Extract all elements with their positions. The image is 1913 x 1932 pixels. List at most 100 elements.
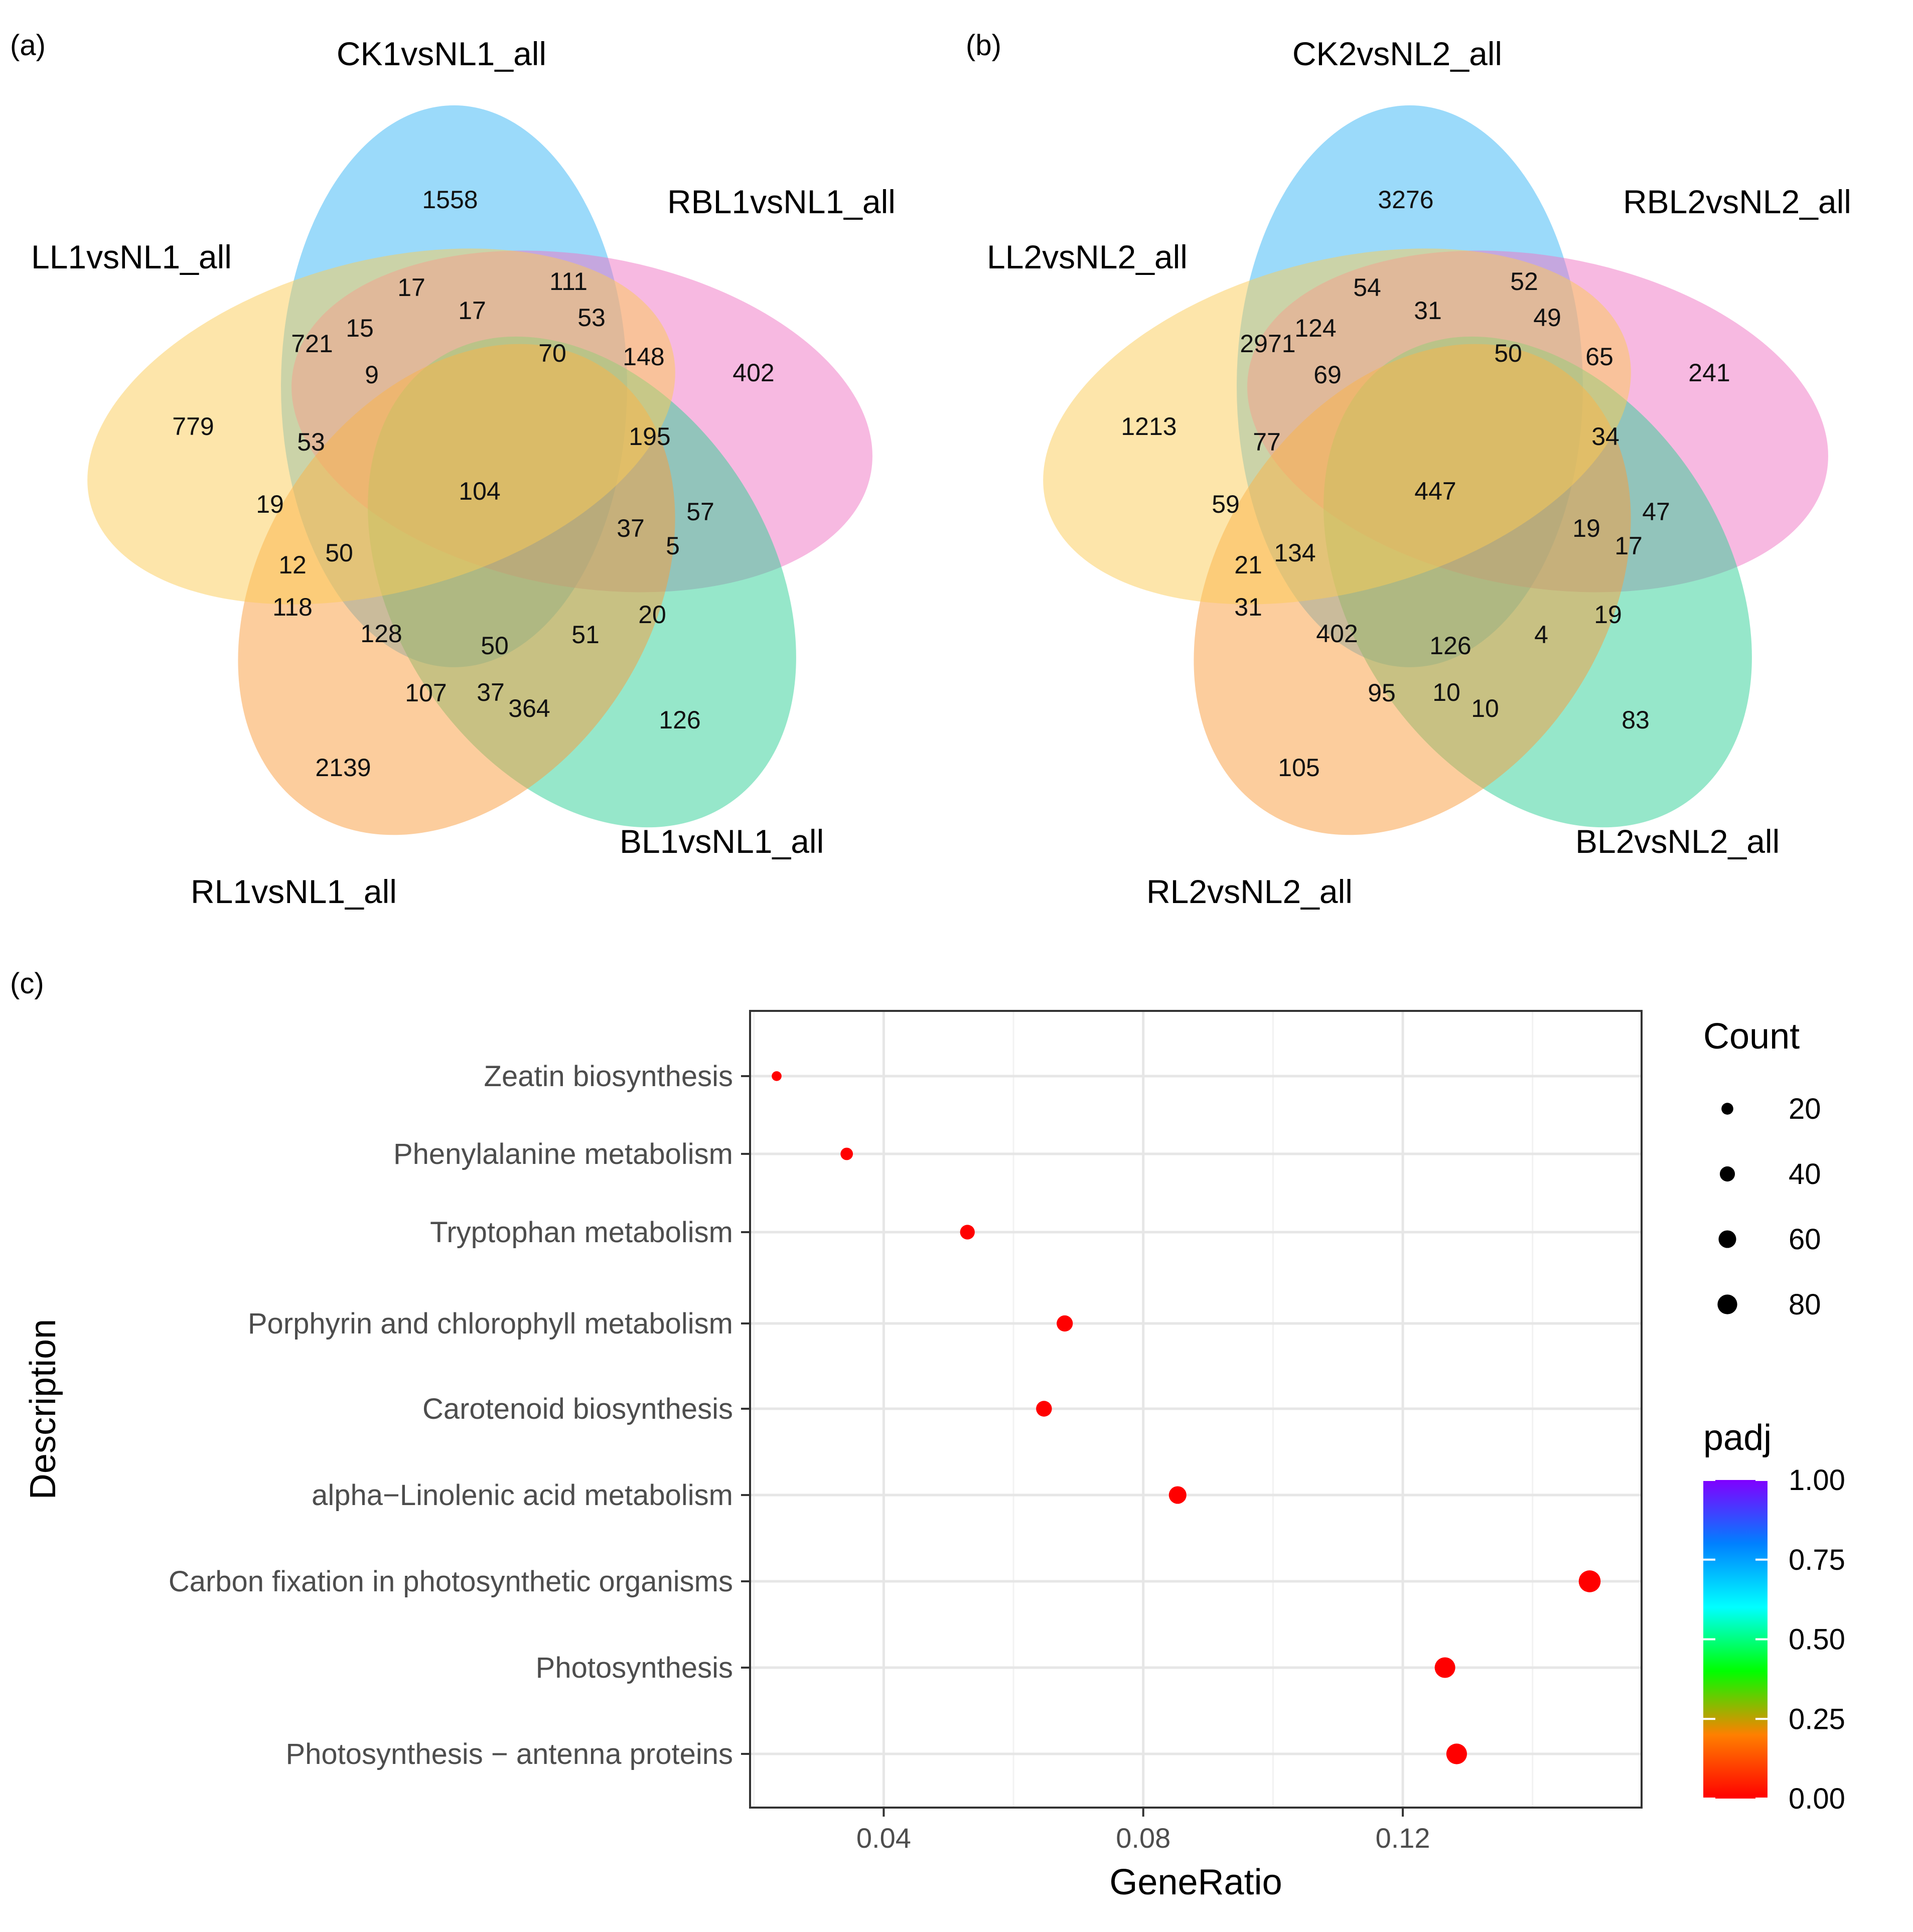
x-axis-title: GeneRatio <box>1109 1862 1282 1902</box>
venn-region-value: 107 <box>405 679 447 707</box>
venn-region-value: 19 <box>1572 514 1600 542</box>
venn-region-value: 134 <box>1274 539 1315 567</box>
venn-set-label: BL2vsNL2_all <box>1575 823 1780 860</box>
venn-region-value: 69 <box>1313 361 1342 389</box>
venn-region-value: 31 <box>1414 296 1442 325</box>
venn-region-value: 447 <box>1414 477 1456 505</box>
venn-region-value: 52 <box>1510 267 1538 295</box>
venn-region-value: 402 <box>732 359 774 387</box>
venn-set-label: RL1vsNL1_all <box>191 873 397 910</box>
data-point <box>772 1071 782 1081</box>
venn-region-value: 53 <box>577 304 606 332</box>
venn-region-value: 54 <box>1353 273 1381 302</box>
venn-region-value: 124 <box>1294 314 1336 342</box>
venn-region-value: 21 <box>1234 551 1262 579</box>
venn-set-label: CK2vsNL2_all <box>1292 35 1502 72</box>
padj-legend: padj 0.00 0.25 0.50 0.75 1.00 <box>1703 1418 1845 1815</box>
venn-region-value: 126 <box>1429 632 1471 660</box>
data-point <box>1036 1401 1052 1417</box>
venn-region-value: 34 <box>1591 422 1620 451</box>
panel-label-b: (b) <box>966 29 1001 62</box>
y-tick-label: Photosynthesis <box>536 1652 733 1684</box>
venn-region-value: 37 <box>617 514 645 542</box>
venn-set-label: LL2vsNL2_all <box>987 238 1188 275</box>
venn-region-value: 70 <box>538 339 566 367</box>
count-legend-key <box>1718 1230 1736 1248</box>
venn-sets <box>87 105 872 835</box>
grid <box>750 1011 1642 1808</box>
venn-region-value: 83 <box>1622 706 1650 734</box>
venn-region-value: 65 <box>1585 343 1613 371</box>
venn-region-value: 50 <box>325 539 353 567</box>
count-legend-label: 60 <box>1789 1223 1821 1256</box>
venn-region-value: 195 <box>629 422 670 451</box>
padj-legend-label: 0.75 <box>1789 1544 1845 1576</box>
venn-region-value: 2139 <box>315 754 371 782</box>
venn-region-value: 19 <box>1594 601 1622 629</box>
venn-region-value: 49 <box>1533 304 1561 332</box>
data-point <box>1434 1657 1455 1678</box>
venn-set-ellipse <box>87 248 675 605</box>
count-legend: Count 20 40 60 80 <box>1703 1016 1821 1321</box>
venn-diagram-b: CK2vsNL2_all RBL2vsNL2_all BL2vsNL2_all RL2… <box>987 35 1851 910</box>
venn-region-value: 17 <box>397 273 425 302</box>
data-points <box>772 1071 1601 1764</box>
data-point <box>1578 1570 1601 1592</box>
venn-region-value: 10 <box>1471 694 1499 722</box>
venn-region-value: 19 <box>256 490 284 518</box>
venn-region-value: 1213 <box>1121 412 1176 440</box>
y-tick-label: Carotenoid biosynthesis <box>422 1393 733 1425</box>
dot-plot: Zeatin biosynthesis Phenylalanine metabol… <box>23 1010 1845 1902</box>
venn-region-value: 77 <box>1253 428 1281 456</box>
venn-region-value: 95 <box>1368 679 1396 707</box>
padj-legend-title: padj <box>1703 1418 1772 1458</box>
venn-region-value: 37 <box>477 678 505 706</box>
venn-region-value: 9 <box>365 361 379 389</box>
padj-legend-label: 0.25 <box>1789 1703 1845 1735</box>
count-legend-key <box>1717 1294 1737 1314</box>
count-legend-label: 80 <box>1789 1288 1821 1321</box>
y-tick-label: alpha−Linolenic acid metabolism <box>312 1479 733 1512</box>
x-axis: 0.04 0.08 0.12 <box>856 1808 1430 1854</box>
venn-region-value: 57 <box>686 498 714 526</box>
x-tick-label: 0.12 <box>1376 1822 1430 1854</box>
venn-region-value: 10 <box>1432 678 1460 706</box>
venn-region-value: 111 <box>549 267 587 295</box>
venn-region-value: 3276 <box>1378 186 1433 214</box>
venn-region-value: 47 <box>1642 498 1670 526</box>
venn-region-value: 20 <box>638 601 666 629</box>
y-axis-title: Description <box>23 1319 63 1500</box>
venn-region-value: 241 <box>1688 359 1730 387</box>
venn-region-value: 1558 <box>422 186 478 214</box>
data-point <box>840 1147 853 1160</box>
venn-set-label: CK1vsNL1_all <box>337 35 546 72</box>
x-tick-label: 0.04 <box>856 1822 911 1854</box>
venn-region-value: 51 <box>571 621 600 649</box>
venn-set-ellipse <box>1043 248 1631 605</box>
venn-region-value: 721 <box>291 330 333 358</box>
venn-region-value: 779 <box>172 412 214 440</box>
count-legend-label: 20 <box>1789 1093 1821 1125</box>
venn-region-value: 126 <box>659 706 700 734</box>
padj-legend-label: 1.00 <box>1789 1464 1845 1497</box>
venn-sets <box>1043 105 1828 835</box>
y-tick-label: Tryptophan metabolism <box>430 1216 733 1249</box>
venn-set-label: LL1vsNL1_all <box>31 238 232 275</box>
venn-region-value: 4 <box>1534 621 1548 649</box>
y-tick-label: Carbon fixation in photosynthetic organi… <box>169 1565 733 1598</box>
venn-region-value: 15 <box>346 314 374 342</box>
y-tick-label: Phenylalanine metabolism <box>393 1138 733 1170</box>
venn-set-label: BL1vsNL1_all <box>620 823 824 860</box>
data-point <box>1057 1315 1073 1332</box>
venn-region-value: 148 <box>623 343 664 371</box>
venn-region-value: 104 <box>459 477 500 505</box>
y-axis: Zeatin biosynthesis Phenylalanine metabol… <box>169 1060 750 1770</box>
panel-label-c: (c) <box>10 967 44 1000</box>
venn-region-value: 2971 <box>1240 330 1295 358</box>
padj-legend-label: 0.00 <box>1789 1782 1845 1815</box>
panel-label-a: (a) <box>10 29 46 62</box>
venn-region-value: 50 <box>1494 339 1522 367</box>
venn-region-value: 364 <box>508 694 550 722</box>
